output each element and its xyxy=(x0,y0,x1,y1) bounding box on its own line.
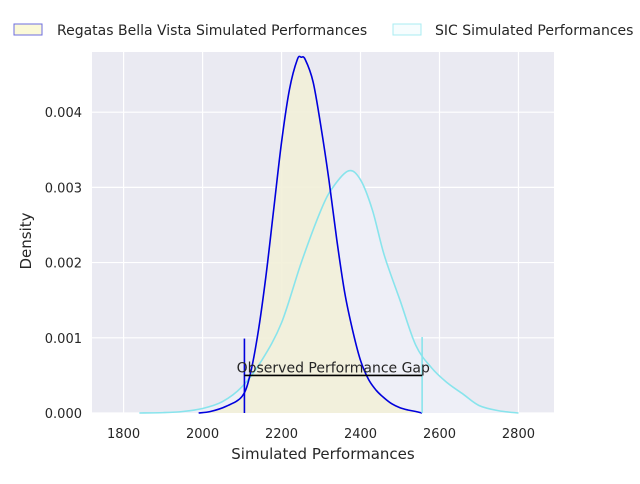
y-tick-labels: 0.000 0.001 0.002 0.003 0.004 xyxy=(45,106,82,422)
y-tick-label: 0.002 xyxy=(45,257,82,272)
legend-swatch-sic xyxy=(392,23,422,36)
x-tick-label: 1800 xyxy=(107,427,140,442)
x-tick-label: 2000 xyxy=(186,427,219,442)
density-fill-regatas xyxy=(198,56,423,414)
density-fills xyxy=(139,56,519,414)
x-tick-label: 2800 xyxy=(502,427,535,442)
x-tick-label: 2400 xyxy=(344,427,377,442)
y-tick-label: 0.000 xyxy=(45,407,82,422)
density-line-regatas xyxy=(198,55,423,414)
x-tick-label: 2200 xyxy=(265,427,298,442)
y-tick-label: 0.003 xyxy=(45,181,82,196)
legend-swatch-regatas xyxy=(13,23,43,36)
gap-markers: Observed Performance Gap xyxy=(237,337,430,413)
x-tick-labels: 1800 2000 2200 2400 2600 2800 xyxy=(107,427,535,442)
y-tick-label: 0.004 xyxy=(45,106,82,121)
x-axis-label: Simulated Performances xyxy=(231,445,415,463)
density-lines xyxy=(139,55,519,414)
legend-label-regatas: Regatas Bella Vista Simulated Performanc… xyxy=(57,23,367,39)
legend: Regatas Bella Vista Simulated Performanc… xyxy=(13,23,633,39)
gap-label: Observed Performance Gap xyxy=(237,360,430,376)
density-line-sic xyxy=(139,169,519,414)
y-axis-label: Density xyxy=(17,212,35,269)
legend-label-sic: SIC Simulated Performances xyxy=(435,23,633,39)
y-tick-label: 0.001 xyxy=(45,332,82,347)
x-tick-label: 2600 xyxy=(423,427,456,442)
